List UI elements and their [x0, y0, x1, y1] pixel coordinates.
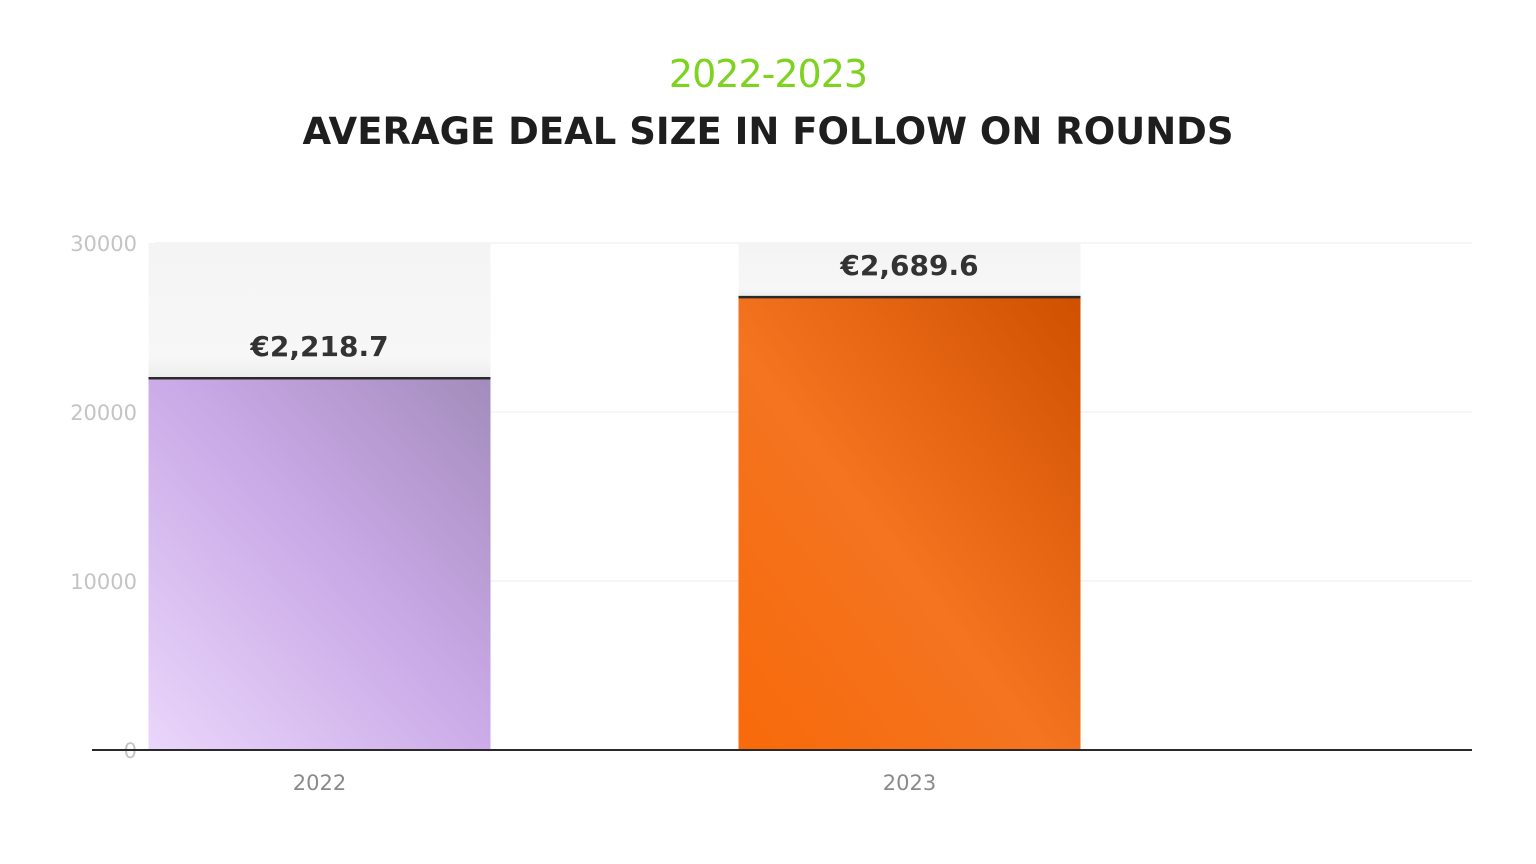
y-tick-label: 30000: [70, 232, 137, 256]
chart-title: AVERAGE DEAL SIZE IN FOLLOW ON ROUNDS: [302, 110, 1234, 153]
x-tick-label-2022: 2022: [293, 771, 346, 795]
bar-background-2022: [148, 243, 491, 379]
chart-subtitle: 2022-2023: [668, 52, 868, 96]
data-label-2023: €2,689.6: [839, 249, 978, 282]
x-tick-label-2023: 2023: [883, 771, 936, 795]
y-tick-label: 20000: [70, 401, 137, 425]
bar-2023: [738, 297, 1081, 750]
bar-background-2023: [738, 243, 1081, 298]
y-tick-label: 10000: [70, 570, 137, 594]
bar-2022: [148, 378, 491, 750]
data-label-2022: €2,218.7: [249, 330, 388, 363]
